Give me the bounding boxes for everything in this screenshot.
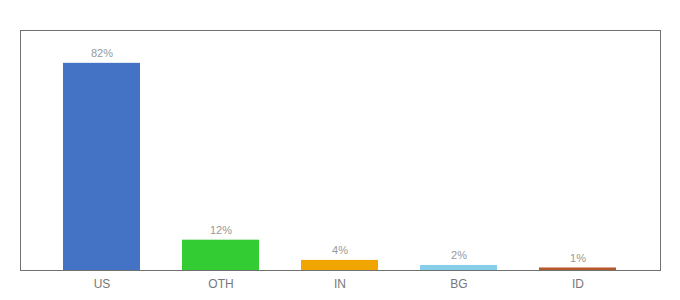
svg-text:4%: 4% [332, 244, 348, 256]
svg-text:2%: 2% [451, 249, 467, 261]
svg-text:OTH: OTH [208, 277, 233, 291]
svg-text:1%: 1% [570, 252, 586, 264]
svg-text:ID: ID [572, 277, 584, 291]
svg-text:US: US [94, 277, 111, 291]
svg-text:12%: 12% [210, 224, 232, 236]
svg-text:IN: IN [334, 277, 346, 291]
svg-text:82%: 82% [91, 47, 113, 59]
svg-text:BG: BG [450, 277, 467, 291]
